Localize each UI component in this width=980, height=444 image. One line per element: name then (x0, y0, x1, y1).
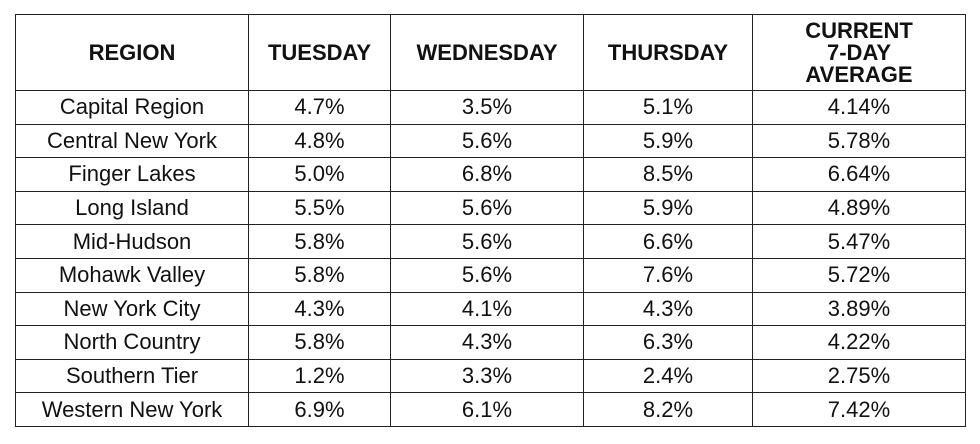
value-cell: 5.8% (248, 224, 391, 259)
value-cell: 4.7% (248, 90, 391, 125)
value-cell: 6.8% (390, 157, 584, 192)
value-cell: 6.9% (248, 392, 391, 427)
region-cell: Western New York (15, 392, 249, 427)
value-cell: 5.5% (248, 190, 391, 226)
value-cell: 6.1% (390, 392, 584, 427)
value-cell: 7.42% (752, 392, 966, 427)
value-cell: 3.5% (390, 90, 584, 125)
table-header: REGION TUESDAY WEDNESDAY THURSDAY CURRENT 7-D… (15, 14, 966, 91)
header-cell: REGION (15, 14, 249, 91)
header-line: AVERAGE (805, 61, 913, 87)
header-cell: THURSDAY (583, 14, 753, 91)
value-cell: 6.64% (752, 157, 966, 192)
region-cell: New York City (15, 291, 249, 327)
value-cell: 4.8% (248, 123, 391, 159)
table-row: Mid-Hudson 5.8% 5.6% 6.6% 5.47% (15, 224, 966, 259)
region-cell: North Country (15, 325, 249, 360)
region-cell: Long Island (15, 190, 249, 226)
value-cell: 6.6% (583, 224, 753, 259)
value-cell: 3.89% (752, 291, 966, 327)
value-cell: 6.3% (583, 325, 753, 360)
value-cell: 4.3% (583, 291, 753, 327)
table-row: Southern Tier 1.2% 3.3% 2.4% 2.75% (15, 358, 966, 394)
value-cell: 2.75% (752, 358, 966, 394)
value-cell: 4.1% (390, 291, 584, 327)
value-cell: 8.5% (583, 157, 753, 192)
table-row: Finger Lakes 5.0% 6.8% 8.5% 6.64% (15, 157, 966, 192)
value-cell: 4.14% (752, 90, 966, 125)
value-cell: 5.9% (583, 190, 753, 226)
header-line: CURRENT (805, 17, 913, 43)
value-cell: 5.72% (752, 257, 966, 293)
value-cell: 5.9% (583, 123, 753, 159)
region-cell: Mohawk Valley (15, 257, 249, 293)
value-cell: 8.2% (583, 392, 753, 427)
header-line: 7-DAY (827, 39, 891, 65)
value-cell: 5.6% (390, 123, 584, 159)
value-cell: 7.6% (583, 257, 753, 293)
table-row: Central New York 4.8% 5.6% 5.9% 5.78% (15, 123, 966, 159)
table-row: Long Island 5.5% 5.6% 5.9% 4.89% (15, 190, 966, 226)
value-cell: 5.6% (390, 257, 584, 293)
value-cell: 5.47% (752, 224, 966, 259)
table-row: Capital Region 4.7% 3.5% 5.1% 4.14% (15, 90, 966, 125)
data-table: REGION TUESDAY WEDNESDAY THURSDAY CURRENT 7-D… (15, 14, 966, 427)
region-cell: Mid-Hudson (15, 224, 249, 259)
table-row: North Country 5.8% 4.3% 6.3% 4.22% (15, 325, 966, 360)
region-cell: Finger Lakes (15, 157, 249, 192)
header-cell: TUESDAY (248, 14, 391, 91)
value-cell: 4.3% (248, 291, 391, 327)
value-cell: 5.6% (390, 224, 584, 259)
value-cell: 5.8% (248, 325, 391, 360)
table-row: New York City 4.3% 4.1% 4.3% 3.89% (15, 291, 966, 327)
header-row: REGION TUESDAY WEDNESDAY THURSDAY CURRENT 7-D… (15, 14, 966, 91)
value-cell: 5.1% (583, 90, 753, 125)
region-cell: Southern Tier (15, 358, 249, 394)
value-cell: 5.6% (390, 190, 584, 226)
value-cell: 4.89% (752, 190, 966, 226)
table-body: Capital Region 4.7% 3.5% 5.1% 4.14% Central N… (15, 90, 966, 427)
header-cell: CURRENT 7-DAY AVERAGE (752, 14, 966, 91)
table-row: Mohawk Valley 5.8% 5.6% 7.6% 5.72% (15, 257, 966, 293)
value-cell: 3.3% (390, 358, 584, 394)
value-cell: 4.3% (390, 325, 584, 360)
value-cell: 5.78% (752, 123, 966, 159)
value-cell: 5.8% (248, 257, 391, 293)
value-cell: 4.22% (752, 325, 966, 360)
value-cell: 1.2% (248, 358, 391, 394)
region-cell: Central New York (15, 123, 249, 159)
value-cell: 2.4% (583, 358, 753, 394)
region-cell: Capital Region (15, 90, 249, 125)
header-cell: WEDNESDAY (390, 14, 584, 91)
table-row: Western New York 6.9% 6.1% 8.2% 7.42% (15, 392, 966, 427)
value-cell: 5.0% (248, 157, 391, 192)
